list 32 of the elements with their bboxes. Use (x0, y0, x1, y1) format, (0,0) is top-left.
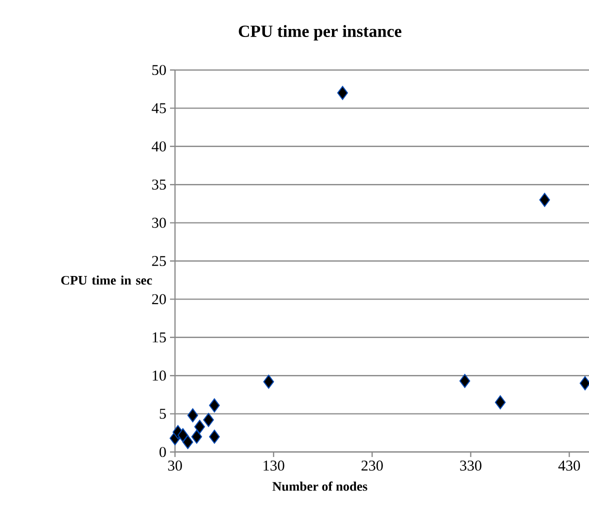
y-tick-label: 5 (160, 408, 166, 419)
point (203, 412, 214, 427)
x-axis-title: Number of nodes (272, 482, 368, 491)
point (178, 428, 188, 442)
point (209, 430, 220, 444)
point (539, 192, 550, 207)
y-axis-title: CPU time in sec (61, 276, 152, 285)
point (194, 420, 206, 434)
x-tick-label: 30 (168, 460, 182, 471)
y-tick-label: 0 (160, 446, 166, 458)
x-tick-label: 430 (558, 460, 580, 471)
point (459, 374, 470, 388)
y-tick-label: 15 (152, 332, 166, 342)
x-tick-label: 330 (460, 460, 482, 471)
y-tick-label: 50 (152, 64, 166, 76)
y-tick-label: 10 (152, 370, 166, 381)
y-tick-label: 20 (152, 294, 166, 304)
y-tick-label: 40 (152, 141, 166, 152)
point (337, 86, 348, 100)
x-tick-label: 230 (362, 460, 383, 471)
y-tick-label: 45 (152, 103, 166, 114)
chart-title: CPU time per instance (238, 25, 402, 40)
point (263, 374, 274, 389)
y-tick-label: 25 (152, 256, 166, 266)
y-tick-label: 30 (152, 218, 166, 228)
point (209, 398, 220, 412)
point (191, 430, 202, 444)
y-tick-label: 35 (152, 180, 166, 190)
point (494, 395, 506, 410)
x-tick-label: 130 (264, 460, 284, 471)
point (182, 435, 194, 450)
point (187, 408, 198, 422)
